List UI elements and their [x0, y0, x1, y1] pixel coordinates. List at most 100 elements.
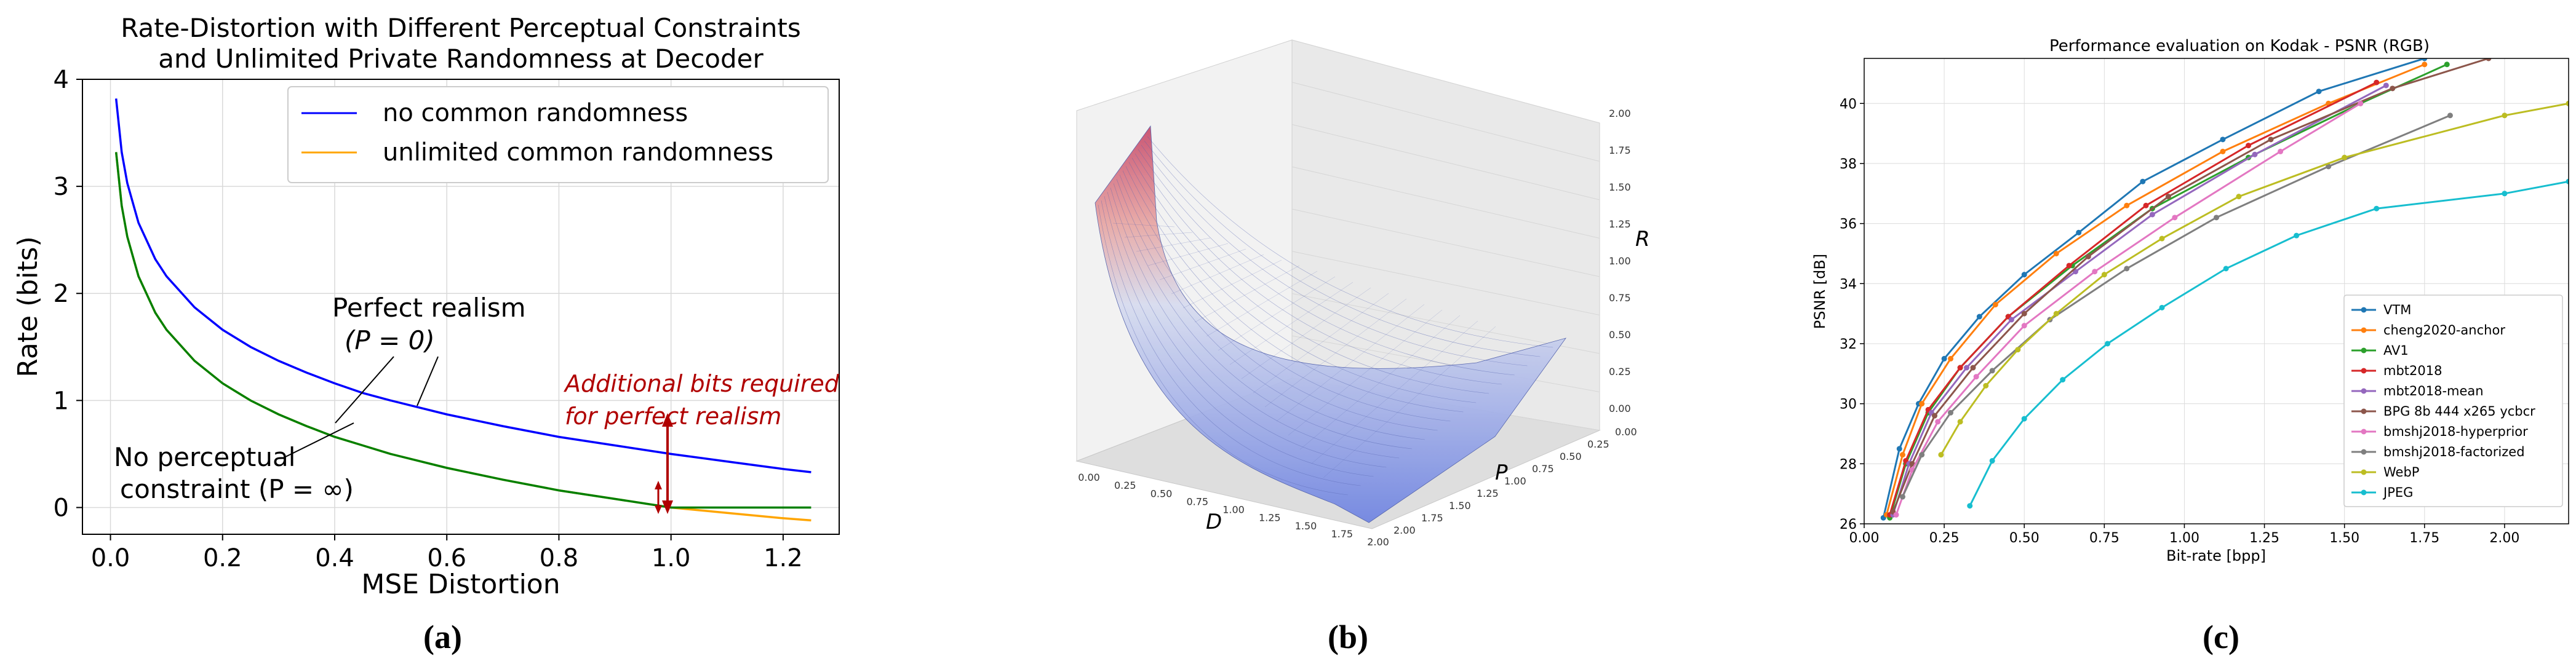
series-point — [2214, 215, 2219, 221]
bits-arrow-head-top — [662, 413, 673, 427]
series-point — [2021, 323, 2027, 329]
surface-mesh-line — [1264, 298, 1407, 408]
legend-label: mbt2018-mean — [2383, 384, 2484, 398]
series-point — [2374, 205, 2380, 211]
series-point — [1938, 452, 1944, 458]
surface-mesh-line — [1122, 170, 1451, 422]
annotation-additional-bits: Additional bits required — [563, 370, 840, 397]
legend-marker — [2361, 469, 2367, 475]
surface-mesh — [1095, 125, 1566, 523]
y-tick-label: 3 — [54, 173, 69, 201]
annotation-additional-bits-2: for perfect realism — [565, 403, 781, 430]
series-point — [2015, 347, 2021, 353]
series-point — [2278, 148, 2284, 154]
surface-pane-grid-line — [1291, 208, 1600, 277]
series-line — [1889, 63, 2447, 518]
series-point — [2220, 136, 2226, 143]
surface-y-tick-label: 0.25 — [1587, 438, 1609, 450]
series-point — [1957, 365, 1963, 371]
legend-marker — [2361, 449, 2367, 455]
chart-a-ticks: 0.0 0.2 0.4 0.6 0.8 1.0 1.2 0 1 2 3 4 — [54, 66, 803, 572]
surface-mesh-line — [1138, 149, 1515, 376]
chart-a-title-line1: Rate-Distortion with Different Perceptua… — [121, 13, 801, 43]
series-point — [2236, 194, 2242, 200]
series-point — [2422, 61, 2428, 68]
x-tick-label: 1.50 — [2329, 531, 2359, 546]
bits-arrow-small-head-top — [655, 481, 662, 489]
legend-label: VTM — [2383, 302, 2411, 317]
legend-marker — [2361, 388, 2367, 394]
series-point — [1909, 461, 1915, 467]
surface-x-tick-label: 1.75 — [1331, 528, 1353, 540]
x-tick-label: 1.0 — [652, 544, 691, 572]
surface-mesh-line — [1113, 183, 1413, 449]
series-line — [1892, 58, 2489, 513]
series-point — [2053, 310, 2059, 317]
surface-y-tick-label: 1.50 — [1449, 500, 1471, 512]
series-point — [2140, 178, 2146, 184]
surface-z-tick-label: 0.00 — [1609, 403, 1631, 414]
rate-distortion-chart: Rate-Distortion with Different Perceptua… — [12, 13, 840, 600]
series-mbt2018 — [1887, 79, 2380, 518]
chart-a-frame — [82, 79, 840, 535]
chart-a-annotations: Perfect realism (P = 0) No perceptual co… — [114, 293, 840, 514]
y-tick-label: 38 — [1840, 157, 1857, 172]
series-point — [2326, 164, 2332, 170]
series-point — [1948, 409, 1954, 416]
chart-c-ticks: 0.00 0.25 0.50 0.75 1.00 1.25 1.50 1.75 2.00 26 28… — [1840, 97, 2519, 546]
surface-mesh-line — [1218, 276, 1336, 351]
series-point — [1899, 494, 1905, 500]
surface-pane-grid-line — [1291, 82, 1600, 162]
y-tick-label: 0 — [54, 494, 69, 522]
surface-pane-grid-line — [1291, 39, 1600, 124]
panel-label-c: (c) — [2203, 619, 2239, 655]
surface-y-tick-label: 0.50 — [1560, 451, 1582, 462]
legend-label-unlimited-common: unlimited common randomness — [383, 138, 773, 167]
annotation-no-perceptual: No perceptual — [114, 442, 295, 472]
legend-marker — [2361, 408, 2367, 414]
series-point — [2159, 304, 2165, 310]
surface-mesh-line — [1147, 243, 1229, 266]
surface-ticks: 0.00 0.25 0.50 0.75 1.00 1.25 1.50 1.75 2.00 2.00… — [1078, 108, 1637, 548]
legend-marker — [2361, 429, 2367, 435]
legend-box — [2343, 294, 2563, 507]
surface-y-tick-label: 0.75 — [1532, 463, 1554, 475]
x-tick-label: 1.75 — [2409, 531, 2439, 546]
legend-label: WebP — [2383, 465, 2419, 480]
series-point — [1896, 446, 1902, 452]
annotation-perfect-realism: Perfect realism — [332, 293, 526, 323]
surface-mesh-line — [1299, 315, 1461, 450]
surface-mesh-line — [1171, 254, 1264, 294]
surface-z-tick-label: 1.50 — [1609, 181, 1631, 193]
series-point — [2053, 250, 2059, 256]
series-point — [2316, 89, 2322, 95]
legend-label: bmshj2018-hyperprior — [2383, 424, 2528, 439]
series-point — [2342, 154, 2348, 160]
series-point — [1964, 365, 1970, 371]
legend-label: bmshj2018-factorized — [2383, 445, 2525, 459]
series-point — [2105, 341, 2111, 347]
surface-mesh-line — [1101, 200, 1361, 486]
series-point — [2143, 202, 2149, 208]
x-tick-label: 0.50 — [2009, 531, 2040, 546]
surface-mesh-line — [1110, 188, 1400, 459]
surface-pane-grid-line — [1291, 251, 1600, 315]
x-tick-label: 1.2 — [764, 544, 803, 572]
chart-a-ylabel: Rate (bits) — [12, 236, 44, 378]
series-point — [2076, 229, 2082, 235]
chart-c-series — [1880, 58, 2569, 521]
arrow-no-perceptual — [282, 422, 354, 459]
series-point — [2092, 269, 2098, 275]
series-point — [2172, 215, 2178, 221]
series-point — [2268, 136, 2274, 143]
series-point — [2066, 263, 2072, 269]
series-point — [1983, 382, 1989, 389]
series-point — [1992, 301, 1998, 307]
surface-z-tick-label: 1.25 — [1609, 218, 1631, 230]
surface-y-tick-label: 1.00 — [1504, 475, 1526, 487]
series-point — [2021, 310, 2027, 317]
surface-x-tick-label: 2.00 — [1367, 536, 1389, 548]
surface-y-tick-label: 1.75 — [1421, 512, 1443, 524]
x-tick-label: 0.6 — [427, 544, 466, 572]
surface-mesh-line — [1276, 304, 1425, 422]
